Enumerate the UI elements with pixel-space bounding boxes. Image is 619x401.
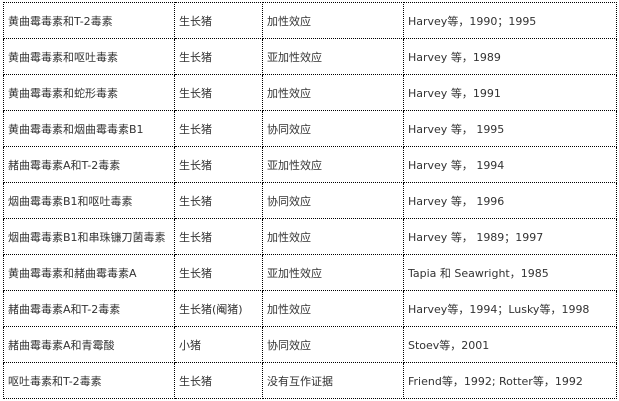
animal-cell: 生长猪 [174, 74, 263, 111]
animal-cell: 生长猪 [174, 38, 263, 75]
reference-cell: Stoev等，2001 [403, 326, 617, 363]
reference-cell: Harvey 等， 1996 [403, 182, 617, 219]
animal-cell: 生长猪 [174, 254, 263, 291]
toxin-combination-cell: 黄曲霉毒素和蛇形毒素 [3, 74, 175, 111]
table-row: 黄曲霉毒素和T-2毒素 生长猪 加性效应 Harvey等，1990；1995 [3, 2, 617, 39]
effect-cell: 协同效应 [262, 110, 404, 147]
toxin-combination-cell: 黄曲霉毒素和烟曲霉毒素B1 [3, 110, 175, 147]
reference-cell: Harvey 等，1989 [403, 38, 617, 75]
effect-cell: 亚加性效应 [262, 38, 404, 75]
animal-cell: 生长猪 [174, 2, 263, 39]
effect-cell: 协同效应 [262, 182, 404, 219]
reference-cell: Harvey等，1990；1995 [403, 2, 617, 39]
effect-cell: 没有互作证据 [262, 362, 404, 399]
effect-cell: 协同效应 [262, 326, 404, 363]
reference-cell: Friend等，1992; Rotter等，1992 [403, 362, 617, 399]
animal-cell: 生长猪 [174, 146, 263, 183]
reference-cell: Harvey 等， 1989；1997 [403, 218, 617, 255]
toxin-combination-cell: 呕吐毒素和T-2毒素 [3, 362, 175, 399]
effect-cell: 加性效应 [262, 2, 404, 39]
toxin-combination-cell: 赭曲霉毒素A和青霉酸 [3, 326, 175, 363]
reference-cell: Tapia 和 Seawright，1985 [403, 254, 617, 291]
reference-cell: Harvey 等，1991 [403, 74, 617, 111]
animal-cell: 生长猪 [174, 362, 263, 399]
table-row: 赭曲霉毒素A和青霉酸 小猪 协同效应 Stoev等，2001 [3, 326, 617, 363]
reference-cell: Harvey 等， 1995 [403, 110, 617, 147]
toxin-combination-cell: 赭曲霉毒素A和T-2毒素 [3, 146, 175, 183]
reference-cell: Harvey等，1994；Lusky等，1998 [403, 290, 617, 327]
animal-cell: 生长猪 [174, 110, 263, 147]
table-row: 黄曲霉毒素和呕吐毒素 生长猪 亚加性效应 Harvey 等，1989 [3, 38, 617, 75]
table-row: 黄曲霉毒素和赭曲霉毒素A 生长猪 亚加性效应 Tapia 和 Seawright，19… [3, 254, 617, 291]
table-row: 烟曲霉毒素B1和串珠镰刀菌毒素 生长猪 加性效应 Harvey 等， 1989；199… [3, 218, 617, 255]
animal-cell: 小猪 [174, 326, 263, 363]
animal-cell: 生长猪(阉猪) [174, 290, 263, 327]
table-row: 黄曲霉毒素和蛇形毒素 生长猪 加性效应 Harvey 等，1991 [3, 74, 617, 111]
effect-cell: 加性效应 [262, 74, 404, 111]
table-row: 黄曲霉毒素和烟曲霉毒素B1 生长猪 协同效应 Harvey 等， 1995 [3, 110, 617, 147]
effect-cell: 加性效应 [262, 218, 404, 255]
table-row: 呕吐毒素和T-2毒素 生长猪 没有互作证据 Friend等，1992; Rotter等… [3, 362, 617, 399]
toxin-combination-cell: 黄曲霉毒素和T-2毒素 [3, 2, 175, 39]
toxin-combination-cell: 黄曲霉毒素和赭曲霉毒素A [3, 254, 175, 291]
table-row: 烟曲霉毒素B1和呕吐毒素 生长猪 协同效应 Harvey 等， 1996 [3, 182, 617, 219]
toxin-combination-cell: 赭曲霉毒素A和T-2毒素 [3, 290, 175, 327]
animal-cell: 生长猪 [174, 218, 263, 255]
toxin-combination-cell: 烟曲霉毒素B1和呕吐毒素 [3, 182, 175, 219]
toxin-combination-cell: 烟曲霉毒素B1和串珠镰刀菌毒素 [3, 218, 175, 255]
animal-cell: 生长猪 [174, 182, 263, 219]
table-row: 赭曲霉毒素A和T-2毒素 生长猪(阉猪) 加性效应 Harvey等，1994；Lusk… [3, 290, 617, 327]
effect-cell: 亚加性效应 [262, 254, 404, 291]
toxin-combination-cell: 黄曲霉毒素和呕吐毒素 [3, 38, 175, 75]
effect-cell: 加性效应 [262, 290, 404, 327]
effect-cell: 亚加性效应 [262, 146, 404, 183]
reference-cell: Harvey 等， 1994 [403, 146, 617, 183]
table-row: 赭曲霉毒素A和T-2毒素 生长猪 亚加性效应 Harvey 等， 1994 [3, 146, 617, 183]
mycotoxin-interaction-table: 黄曲霉毒素和T-2毒素 生长猪 加性效应 Harvey等，1990；1995 黄曲霉毒素… [3, 2, 617, 399]
